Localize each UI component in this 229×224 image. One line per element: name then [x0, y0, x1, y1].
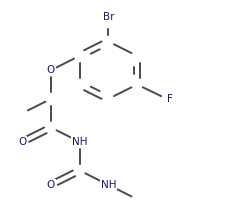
- Text: O: O: [18, 137, 26, 147]
- Text: O: O: [47, 65, 55, 75]
- Text: NH: NH: [72, 137, 87, 147]
- Text: Br: Br: [102, 12, 114, 22]
- Text: F: F: [166, 94, 172, 104]
- Text: O: O: [47, 180, 55, 190]
- Text: NH: NH: [100, 180, 116, 190]
